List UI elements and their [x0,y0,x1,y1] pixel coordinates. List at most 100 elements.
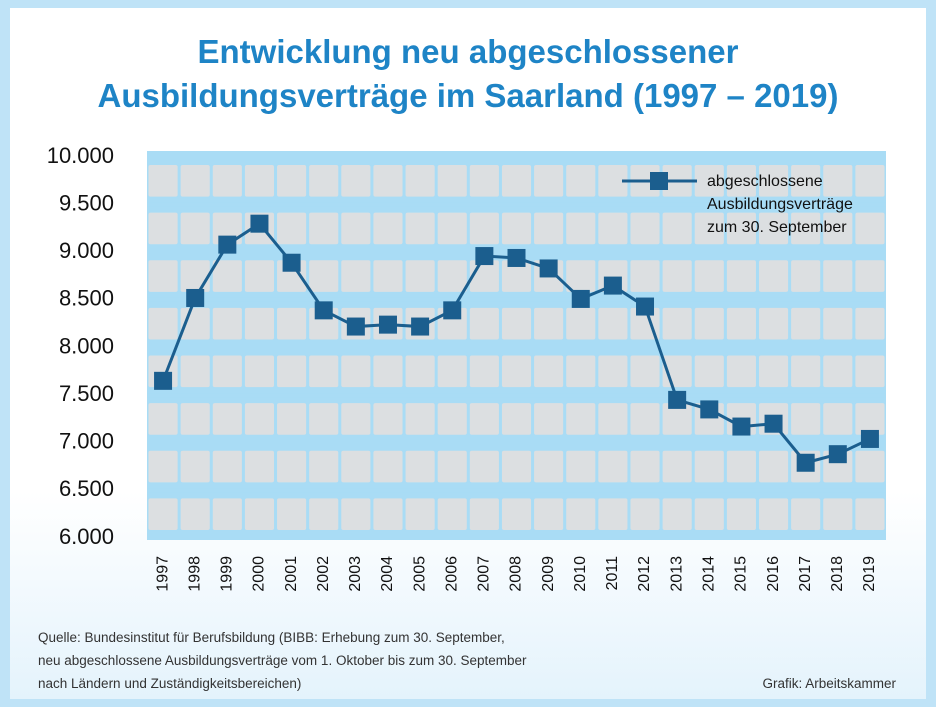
grid-cell [149,213,178,245]
grid-cell [309,356,338,388]
grid-cell [438,165,467,197]
grid-cell [277,498,306,530]
grid-cell [566,451,595,483]
grid-cell [277,165,306,197]
grid-cell [663,213,692,245]
grid-cell [534,498,563,530]
y-tick-label: 8.500 [59,286,114,311]
grid-cell [341,356,370,388]
grid-cell [373,165,402,197]
grid-cell [149,498,178,530]
x-tick-label: 2008 [508,556,525,592]
grid-cell [534,165,563,197]
grid-cell [502,165,531,197]
grid-cell [181,260,210,292]
grid-cell [470,165,499,197]
grid-cell [566,308,595,340]
x-tick-label: 2006 [443,556,460,592]
x-tick-label: 2010 [572,556,589,592]
grid-cell [855,498,884,530]
x-tick-label: 2002 [315,556,332,592]
y-tick-label: 9.000 [59,238,114,263]
grid-cell [213,260,242,292]
y-tick-label: 6.000 [59,524,114,549]
grid-cell [245,356,274,388]
grid-cell [727,498,756,530]
grid-cell [470,356,499,388]
point-marker [379,316,397,334]
grid-cell [598,213,627,245]
grid-cell [598,451,627,483]
grid-cell [791,403,820,435]
y-tick-label: 7.000 [59,429,114,454]
point-marker [411,318,429,336]
grid-cell [470,213,499,245]
grid-cell [438,498,467,530]
point-marker [315,301,333,319]
grid-cell [727,308,756,340]
grid-cell [630,260,659,292]
x-tick-label: 2011 [604,556,621,591]
grid-cell [502,356,531,388]
x-tick-label: 2009 [540,556,557,592]
grid-cell [630,213,659,245]
grid-cell [341,213,370,245]
x-tick-label: 2005 [411,556,428,592]
grid-cell [695,356,724,388]
grid-cell [502,308,531,340]
grid-cell [855,451,884,483]
grid-cell [759,498,788,530]
point-marker [668,391,686,409]
grid-cell [277,451,306,483]
y-tick-label: 7.500 [59,381,114,406]
grid-cell [534,403,563,435]
grid-cell [534,356,563,388]
grid-cell [309,165,338,197]
grid-cell [598,403,627,435]
grid-cell [406,356,435,388]
grid-cell [791,498,820,530]
grid-cell [470,498,499,530]
grid-cell [406,213,435,245]
grid-cell [598,308,627,340]
grid-cell [791,356,820,388]
grid-cell [149,260,178,292]
grid-cell [663,260,692,292]
grid-cell [791,260,820,292]
point-marker [572,290,590,308]
x-tick-label: 2001 [283,556,300,592]
legend-marker [650,172,668,190]
grid-cell [277,356,306,388]
point-marker [154,372,172,390]
x-tick-label: 2012 [636,556,653,592]
grid-cell [309,451,338,483]
grid-cell [181,403,210,435]
point-marker [218,236,236,254]
grid-cell [213,356,242,388]
grid-cell [695,260,724,292]
grid-cell [341,498,370,530]
grid-cell [373,403,402,435]
grid-cell [309,498,338,530]
grid-cell [727,260,756,292]
grid-cell [406,451,435,483]
point-marker [732,418,750,436]
point-marker [829,445,847,463]
grid-cell [149,165,178,197]
grid-cell [566,165,595,197]
grid-cell [277,213,306,245]
point-marker [636,298,654,316]
grid-cell [213,165,242,197]
x-tick-label: 2019 [861,556,878,592]
point-marker [475,247,493,265]
grid-cell [566,356,595,388]
grid-cell [823,260,852,292]
x-tick-label: 1998 [186,556,203,592]
grid-cell [823,308,852,340]
grid-cell [566,213,595,245]
grid-cell [309,260,338,292]
grid-cell [341,165,370,197]
grid-cell [759,308,788,340]
grid-cell [759,451,788,483]
grid-cell [534,213,563,245]
